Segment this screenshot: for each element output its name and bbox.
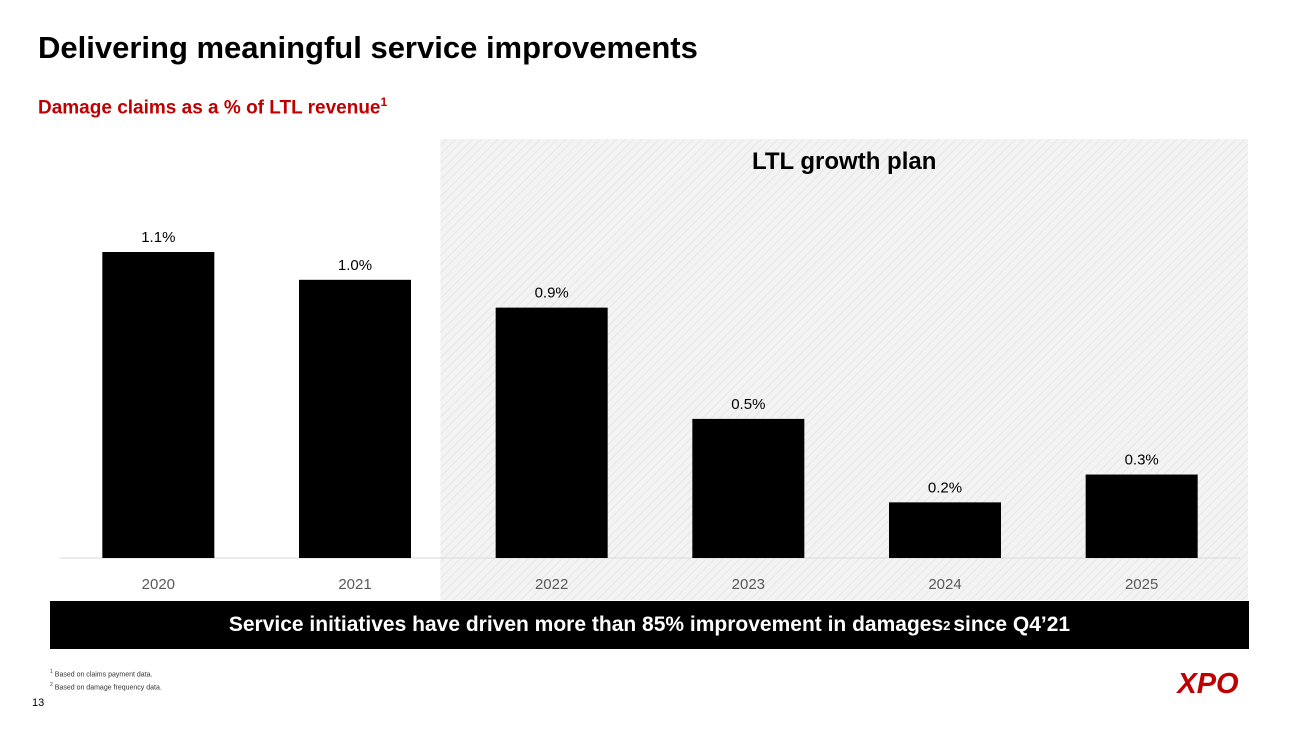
chart-subtitle-text: Damage claims as a % of LTL revenue (38, 97, 381, 119)
summary-banner: Service initiatives have driven more tha… (50, 601, 1249, 649)
data-label: 0.2% (928, 479, 962, 496)
footnote-text: Based on claims payment data. (54, 671, 153, 679)
bar-2025 (1085, 474, 1198, 558)
x-tick-label: 2024 (928, 576, 961, 593)
bar-2024 (889, 502, 1001, 558)
x-tick-label: 2021 (338, 576, 371, 593)
footnote: 1 Based on claims payment data. (50, 667, 162, 680)
footnote-mark: 1 (50, 669, 53, 675)
data-label: 0.9% (535, 285, 569, 302)
banner-text-end: since Q4’21 (953, 613, 1071, 636)
footnotes: 1 Based on claims payment data. 2 Based on… (50, 667, 162, 694)
banner-footnote-mark: 2 (943, 617, 951, 633)
subtitle-footnote-mark: 1 (380, 95, 388, 109)
bar-2023 (692, 418, 805, 558)
data-label: 0.3% (1125, 452, 1159, 469)
damage-claims-chart: LTL growth plan 1.1% 2020 1.0% 2021 0.9% 2022… (60, 139, 1248, 600)
data-label: 1.1% (141, 229, 175, 246)
x-tick-label: 2022 (535, 576, 568, 593)
bar-series: 1.1% 2020 1.0% 2021 0.9% 2022 0.5% 2023 0.2% 2024… (102, 229, 1198, 593)
x-tick-label: 2025 (1125, 576, 1158, 593)
slide-title: Delivering meaningful service improvemen… (38, 30, 698, 65)
growth-plan-label: LTL growth plan (752, 148, 936, 175)
banner-text: Service initiatives have driven more tha… (228, 613, 944, 636)
x-tick-label: 2023 (732, 576, 765, 593)
x-tick-label: 2020 (142, 576, 175, 593)
footnote-mark: 2 (50, 682, 53, 689)
page-number: 13 (32, 697, 45, 709)
data-label: 0.5% (731, 396, 765, 413)
chart-subtitle: Damage claims as a % of LTL revenue1 (38, 95, 387, 119)
footnote-text: Based on damage frequency data. (54, 684, 162, 692)
bar-2021 (299, 279, 411, 558)
xpo-logo: XPO (1175, 668, 1239, 700)
bar-2022 (495, 307, 608, 558)
data-label: 1.0% (338, 257, 372, 274)
bar-2020 (102, 252, 215, 558)
xpo-logo-text: XPO (1175, 668, 1239, 700)
footnote: 2 Based on damage frequency data. (50, 680, 162, 693)
